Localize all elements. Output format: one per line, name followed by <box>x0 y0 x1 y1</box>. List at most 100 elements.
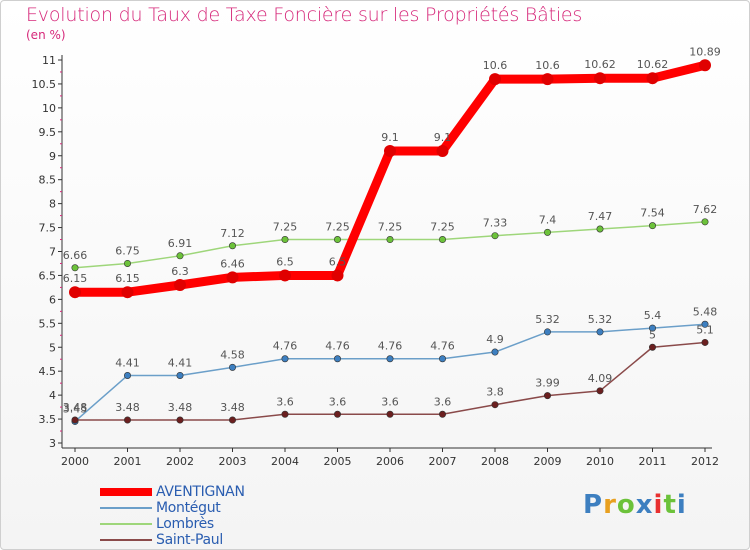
data-point <box>541 73 554 86</box>
legend-swatch <box>100 488 152 496</box>
data-point <box>71 416 79 424</box>
data-point <box>543 228 551 236</box>
y-tick-label: 7.5 <box>39 222 57 235</box>
data-label: 4.76 <box>273 340 298 353</box>
data-label: 7.12 <box>220 227 245 240</box>
data-point <box>386 236 394 244</box>
data-point <box>174 279 186 292</box>
data-point <box>331 269 344 282</box>
x-tick-label: 2000 <box>61 455 89 468</box>
data-point <box>229 363 237 371</box>
legend-swatch <box>100 539 152 541</box>
data-point <box>386 355 394 363</box>
legend-item: Saint-Paul <box>100 532 245 548</box>
data-point <box>281 236 289 244</box>
data-label: 3.8 <box>486 386 504 399</box>
legend-item: AVENTIGNAN <box>100 484 245 500</box>
data-point <box>594 72 606 85</box>
y-tick-label: 8.5 <box>39 174 57 187</box>
data-label: 3.48 <box>115 401 140 414</box>
data-label: 7.25 <box>430 221 455 234</box>
data-point <box>176 416 184 424</box>
x-tick-label: 2004 <box>271 455 299 468</box>
data-label: 6.91 <box>168 237 193 250</box>
data-point <box>646 72 659 85</box>
data-label: 4.09 <box>588 372 613 385</box>
series-line-AVENTIGNAN <box>70 60 710 297</box>
data-point <box>121 286 134 299</box>
data-label: 6.75 <box>115 244 140 257</box>
y-tick-label: 7 <box>49 246 56 259</box>
data-point <box>648 222 656 230</box>
data-point <box>648 324 656 332</box>
y-tick-label: 10 <box>42 102 56 115</box>
data-point <box>226 271 239 284</box>
data-label: 4.9 <box>486 333 504 346</box>
data-label: 9.1 <box>381 131 399 144</box>
y-tick-label: 9 <box>49 150 56 163</box>
data-label: 7.62 <box>693 203 718 216</box>
data-point <box>438 355 446 363</box>
data-point <box>491 232 499 240</box>
legend-item: Lombrès <box>100 516 245 532</box>
data-point <box>229 416 237 424</box>
data-point <box>701 338 709 346</box>
x-tick-label: 2009 <box>534 455 562 468</box>
y-tick-label: 4 <box>49 389 56 402</box>
data-label: 6.46 <box>220 257 245 270</box>
x-tick-label: 2002 <box>166 455 194 468</box>
data-point <box>596 328 604 336</box>
data-label: 4.41 <box>115 356 140 369</box>
data-label: 5.32 <box>588 313 613 326</box>
data-point <box>229 242 237 250</box>
data-point <box>596 387 604 395</box>
data-point <box>69 286 81 299</box>
data-point <box>701 320 709 328</box>
data-point <box>124 371 132 379</box>
data-label: 3.48 <box>63 401 88 414</box>
data-label: 3.99 <box>535 377 560 390</box>
data-point <box>124 416 132 424</box>
y-tick-label: 3 <box>49 437 56 450</box>
data-label: 10.62 <box>584 58 616 71</box>
data-label: 7.33 <box>483 217 508 230</box>
data-point <box>436 144 449 157</box>
data-point <box>176 371 184 379</box>
data-label: 4.58 <box>220 348 245 361</box>
data-point <box>438 236 446 244</box>
data-label: 6.15 <box>115 272 140 285</box>
data-point <box>384 144 396 157</box>
x-tick-label: 2008 <box>481 455 509 468</box>
y-tick-label: 6.5 <box>39 269 57 282</box>
x-tick-label: 2001 <box>114 455 142 468</box>
data-point <box>701 218 709 226</box>
legend-label: Montégut <box>156 500 221 516</box>
data-point <box>438 410 446 418</box>
data-label: 5 <box>649 328 656 341</box>
data-point <box>124 259 132 267</box>
data-label: 7.25 <box>378 221 403 234</box>
data-label: 4.76 <box>378 340 403 353</box>
data-label: 3.45 <box>63 402 88 415</box>
legend-swatch <box>100 523 152 525</box>
data-point <box>596 225 604 233</box>
data-point <box>176 252 184 260</box>
data-label: 5.4 <box>644 309 662 322</box>
x-tick-label: 2012 <box>691 455 719 468</box>
proxiti-logo: Proxiti <box>583 490 687 520</box>
y-tick-label: 6 <box>49 293 56 306</box>
x-tick-label: 2011 <box>639 455 667 468</box>
y-tick-label: 3.5 <box>39 413 57 426</box>
data-point <box>491 401 499 409</box>
data-label: 4.41 <box>168 356 193 369</box>
data-point <box>648 343 656 351</box>
data-point <box>333 410 341 418</box>
y-tick-label: 4.5 <box>39 365 57 378</box>
y-tick-label: 5 <box>49 341 56 354</box>
x-tick-label: 2007 <box>429 455 457 468</box>
data-label: 5.32 <box>535 313 560 326</box>
data-label: 7.47 <box>588 210 613 223</box>
data-point <box>333 236 341 244</box>
data-point <box>281 410 289 418</box>
